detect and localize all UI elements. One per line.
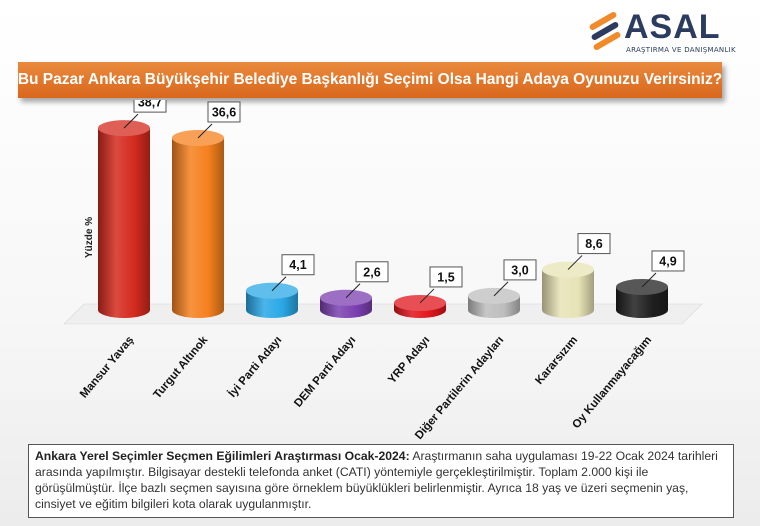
data-label: 36,6 [212, 105, 236, 119]
category-label: Diğer Partilerin Adayları [413, 334, 506, 440]
bar-2: 36,6 [172, 101, 241, 318]
chart-title-banner: Bu Pazar Ankara Büyükşehir Belediye Başk… [18, 62, 722, 98]
bar-body [616, 286, 668, 318]
methodology-note: Ankara Yerel Seçimler Seçmen Eğilimleri … [28, 444, 734, 518]
data-label: 2,6 [363, 265, 380, 279]
category-label: YRP Adayı [386, 334, 432, 386]
data-label-box [651, 250, 685, 272]
label-leader-line [641, 272, 657, 288]
logo-name: ASAL [624, 8, 721, 46]
bar-body [172, 137, 224, 318]
data-label-box [355, 261, 389, 283]
data-label-box [207, 101, 241, 123]
label-leader-line [271, 276, 287, 292]
y-axis-label: Yüzde % [84, 217, 95, 258]
label-leader-line [567, 255, 583, 270]
data-label-box [503, 259, 537, 281]
data-label: 3,0 [511, 263, 528, 277]
data-label: 38,7 [138, 100, 162, 110]
label-leader-line [493, 281, 509, 297]
category-label: Mansur Yavaş [78, 334, 136, 400]
label-leader-line [197, 123, 213, 139]
chart-floor [63, 303, 703, 325]
data-label: 4,1 [289, 258, 306, 272]
bar-6: 3,0 [468, 259, 537, 318]
chart-title: Bu Pazar Ankara Büyükşehir Belediye Başk… [17, 71, 723, 88]
category-label: İyi Parti Adayı [226, 334, 285, 400]
category-label: Oy Kullanmayacağım [570, 334, 654, 431]
category-label: Kararsızım [533, 334, 580, 387]
bar-top [394, 294, 446, 311]
note-body: Araştırmanın saha uygulaması 19-22 Ocak … [35, 449, 718, 511]
bar-3: 4,1 [246, 254, 315, 318]
bar-1: 38,7 [98, 100, 167, 318]
data-label-box [281, 254, 315, 276]
label-leader-line [123, 113, 139, 129]
asal-logo-mark-icon [589, 12, 621, 50]
category-label: Turgut Altınok [151, 334, 210, 401]
asal-logo: ASAL ARAŞTIRMA VE DANIŞMANLIK [584, 8, 736, 54]
bar-chart: 38,7 36,6 4,1 2,6 1,5 3,0 8,6 4,9 Mansur Yavaş T… [63, 100, 703, 440]
bar-5: 1,5 [394, 266, 463, 318]
category-label: DEM Parti Adayı [292, 334, 358, 409]
bar-8: 4,9 [616, 250, 685, 318]
bar-7: 8,6 [542, 233, 611, 318]
label-leader-line [345, 283, 361, 299]
bar-4: 2,6 [320, 261, 389, 318]
logo-tagline: ARAŞTIRMA VE DANIŞMANLIK [626, 46, 736, 54]
bar-body [542, 269, 594, 318]
data-label-box [133, 100, 167, 113]
data-label-box [577, 233, 611, 255]
data-label: 1,5 [437, 270, 454, 284]
data-label-box [429, 266, 463, 288]
data-label: 4,9 [659, 254, 676, 268]
note-heading: Ankara Yerel Seçimler Seçmen Eğilimleri … [35, 449, 410, 463]
bar-top [542, 261, 594, 278]
label-leader-line [419, 288, 435, 304]
bar-body [98, 128, 150, 318]
data-label: 8,6 [585, 237, 602, 251]
